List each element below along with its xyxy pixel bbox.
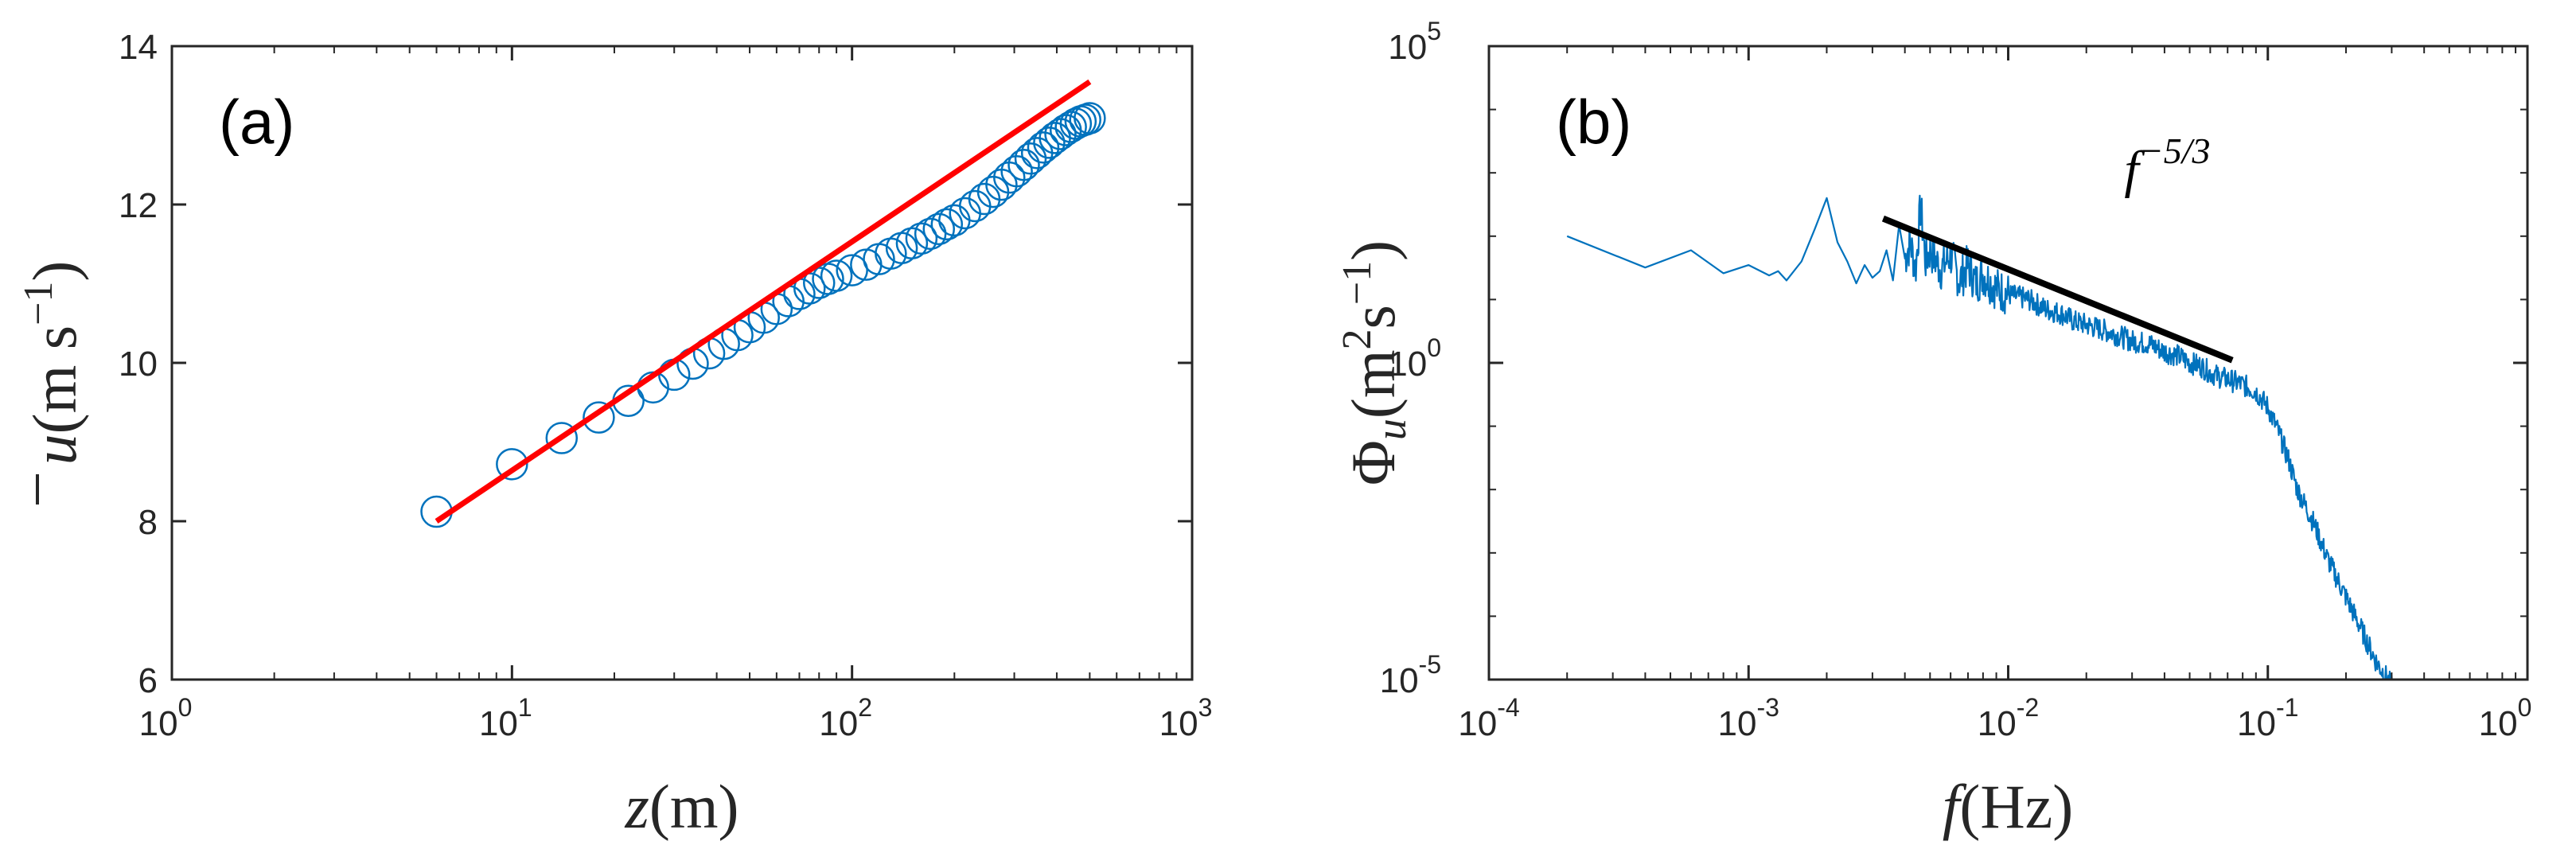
profile-point [496, 448, 528, 481]
panel-a-label: (a) [219, 87, 294, 157]
minus-five-thirds-line [1881, 215, 2234, 364]
panel-a-xtick-label: 101 [479, 693, 532, 743]
panel-b-ylabel-unit-open: (m [1339, 350, 1408, 419]
panel-a-xlabel: z(m) [625, 772, 739, 841]
panel-a-ylabel: u(m s−1) [16, 261, 89, 505]
panel-b-xtick-label: 10-4 [1458, 693, 1519, 743]
profile-point [895, 227, 929, 260]
panel-a-plot-area [420, 79, 1106, 528]
svg-text:u(m s−1): u(m s−1) [16, 261, 89, 466]
profile-point [583, 401, 615, 434]
panel-b-xtick-label: 10-3 [1718, 693, 1779, 743]
panel-a-ytick-label: 6 [138, 661, 158, 700]
profile-point [1007, 149, 1040, 181]
panel-b-xtick-label: 10-2 [1978, 693, 2039, 743]
panel-b-xlabel: f(Hz) [1943, 772, 2074, 841]
profile-point [1054, 111, 1087, 143]
panel-b-xtick-label: 10-1 [2237, 693, 2298, 743]
panel-a-xtick-label: 103 [1159, 693, 1213, 743]
log-law-fit-line [435, 79, 1092, 524]
panel-b-xtick-label: 100 [2479, 693, 2532, 743]
panel-a-ylabel-unit-open: (m s [20, 325, 89, 434]
panel-b-ticks: 10-4 10-3 10-2 10-1 100 10-5 100 105 [1380, 17, 2532, 743]
panel-b-axes-box [1487, 45, 2529, 681]
profile-point [545, 422, 579, 454]
spectrum-line [1566, 194, 2393, 680]
panel-a-xlabel-unit: (m) [649, 772, 739, 841]
panel-a-ylabel-unit-close: ) [20, 261, 89, 282]
panel-a-ytick-label: 12 [119, 186, 158, 225]
panel-b-label: (b) [1556, 87, 1631, 157]
slope-annotation: f−5/3 [2124, 131, 2210, 199]
profile-point [949, 197, 981, 230]
profile-point [1074, 102, 1106, 134]
profile-point [1033, 127, 1066, 159]
slope-annotation-exp: −5/3 [2139, 131, 2211, 171]
panel-a-xtick-label: 102 [819, 693, 872, 743]
panel-b-ytick-label: 105 [1388, 17, 1441, 67]
profile-point [1044, 118, 1077, 150]
profile-point [914, 217, 947, 251]
profile-point [1000, 154, 1033, 188]
panel-a-ylabel-var: u [20, 434, 89, 465]
profile-point [930, 208, 964, 241]
panel-b-plot-area [1566, 194, 2393, 680]
panel-a: 100 101 102 103 6 8 10 12 14 (a) z(m) u(m s−1) [16, 28, 1212, 841]
profile-point [836, 254, 868, 286]
panel-a-xtick-label: 100 [139, 693, 193, 743]
profile-point [922, 212, 956, 246]
panel-b-ylabel-var: Φ [1339, 440, 1408, 485]
panel-b-ytick-label: 10-5 [1380, 650, 1441, 700]
panel-a-ytick-label: 8 [138, 503, 158, 542]
panel-b-ylabel-unit-close: ) [1339, 240, 1408, 261]
panel-a-ytick-label: 10 [119, 345, 158, 384]
panel-b-ylabel-unit-exp1: 2 [1335, 329, 1380, 350]
panel-b-ylabel-sub: u [1367, 419, 1415, 440]
panel-b-ytick-label: 100 [1388, 333, 1441, 384]
panel-b-ylabel-unit-mid: s [1339, 305, 1408, 329]
profile-point [863, 243, 895, 275]
profile-point [958, 189, 992, 223]
panel-b-ylabel-unit-exp: −1 [1335, 261, 1380, 305]
profile-point [820, 259, 853, 292]
profile-point [1014, 142, 1047, 175]
panel-b-ylabel: Φu(m2s−1) [1335, 240, 1415, 485]
profile-point [1027, 131, 1060, 164]
panel-a-ticks: 100 101 102 103 6 8 10 12 14 [119, 28, 1212, 743]
panel-a-ytick-label: 14 [119, 28, 158, 67]
panel-a-xlabel-var: z [625, 772, 649, 841]
profile-point [905, 222, 938, 255]
panel-b-xlabel-unit: (Hz) [1959, 772, 2073, 841]
panel-a-ylabel-unit-exp: −1 [16, 282, 61, 325]
svg-text:Φu(m2s−1): Φu(m2s−1) [1335, 240, 1415, 485]
